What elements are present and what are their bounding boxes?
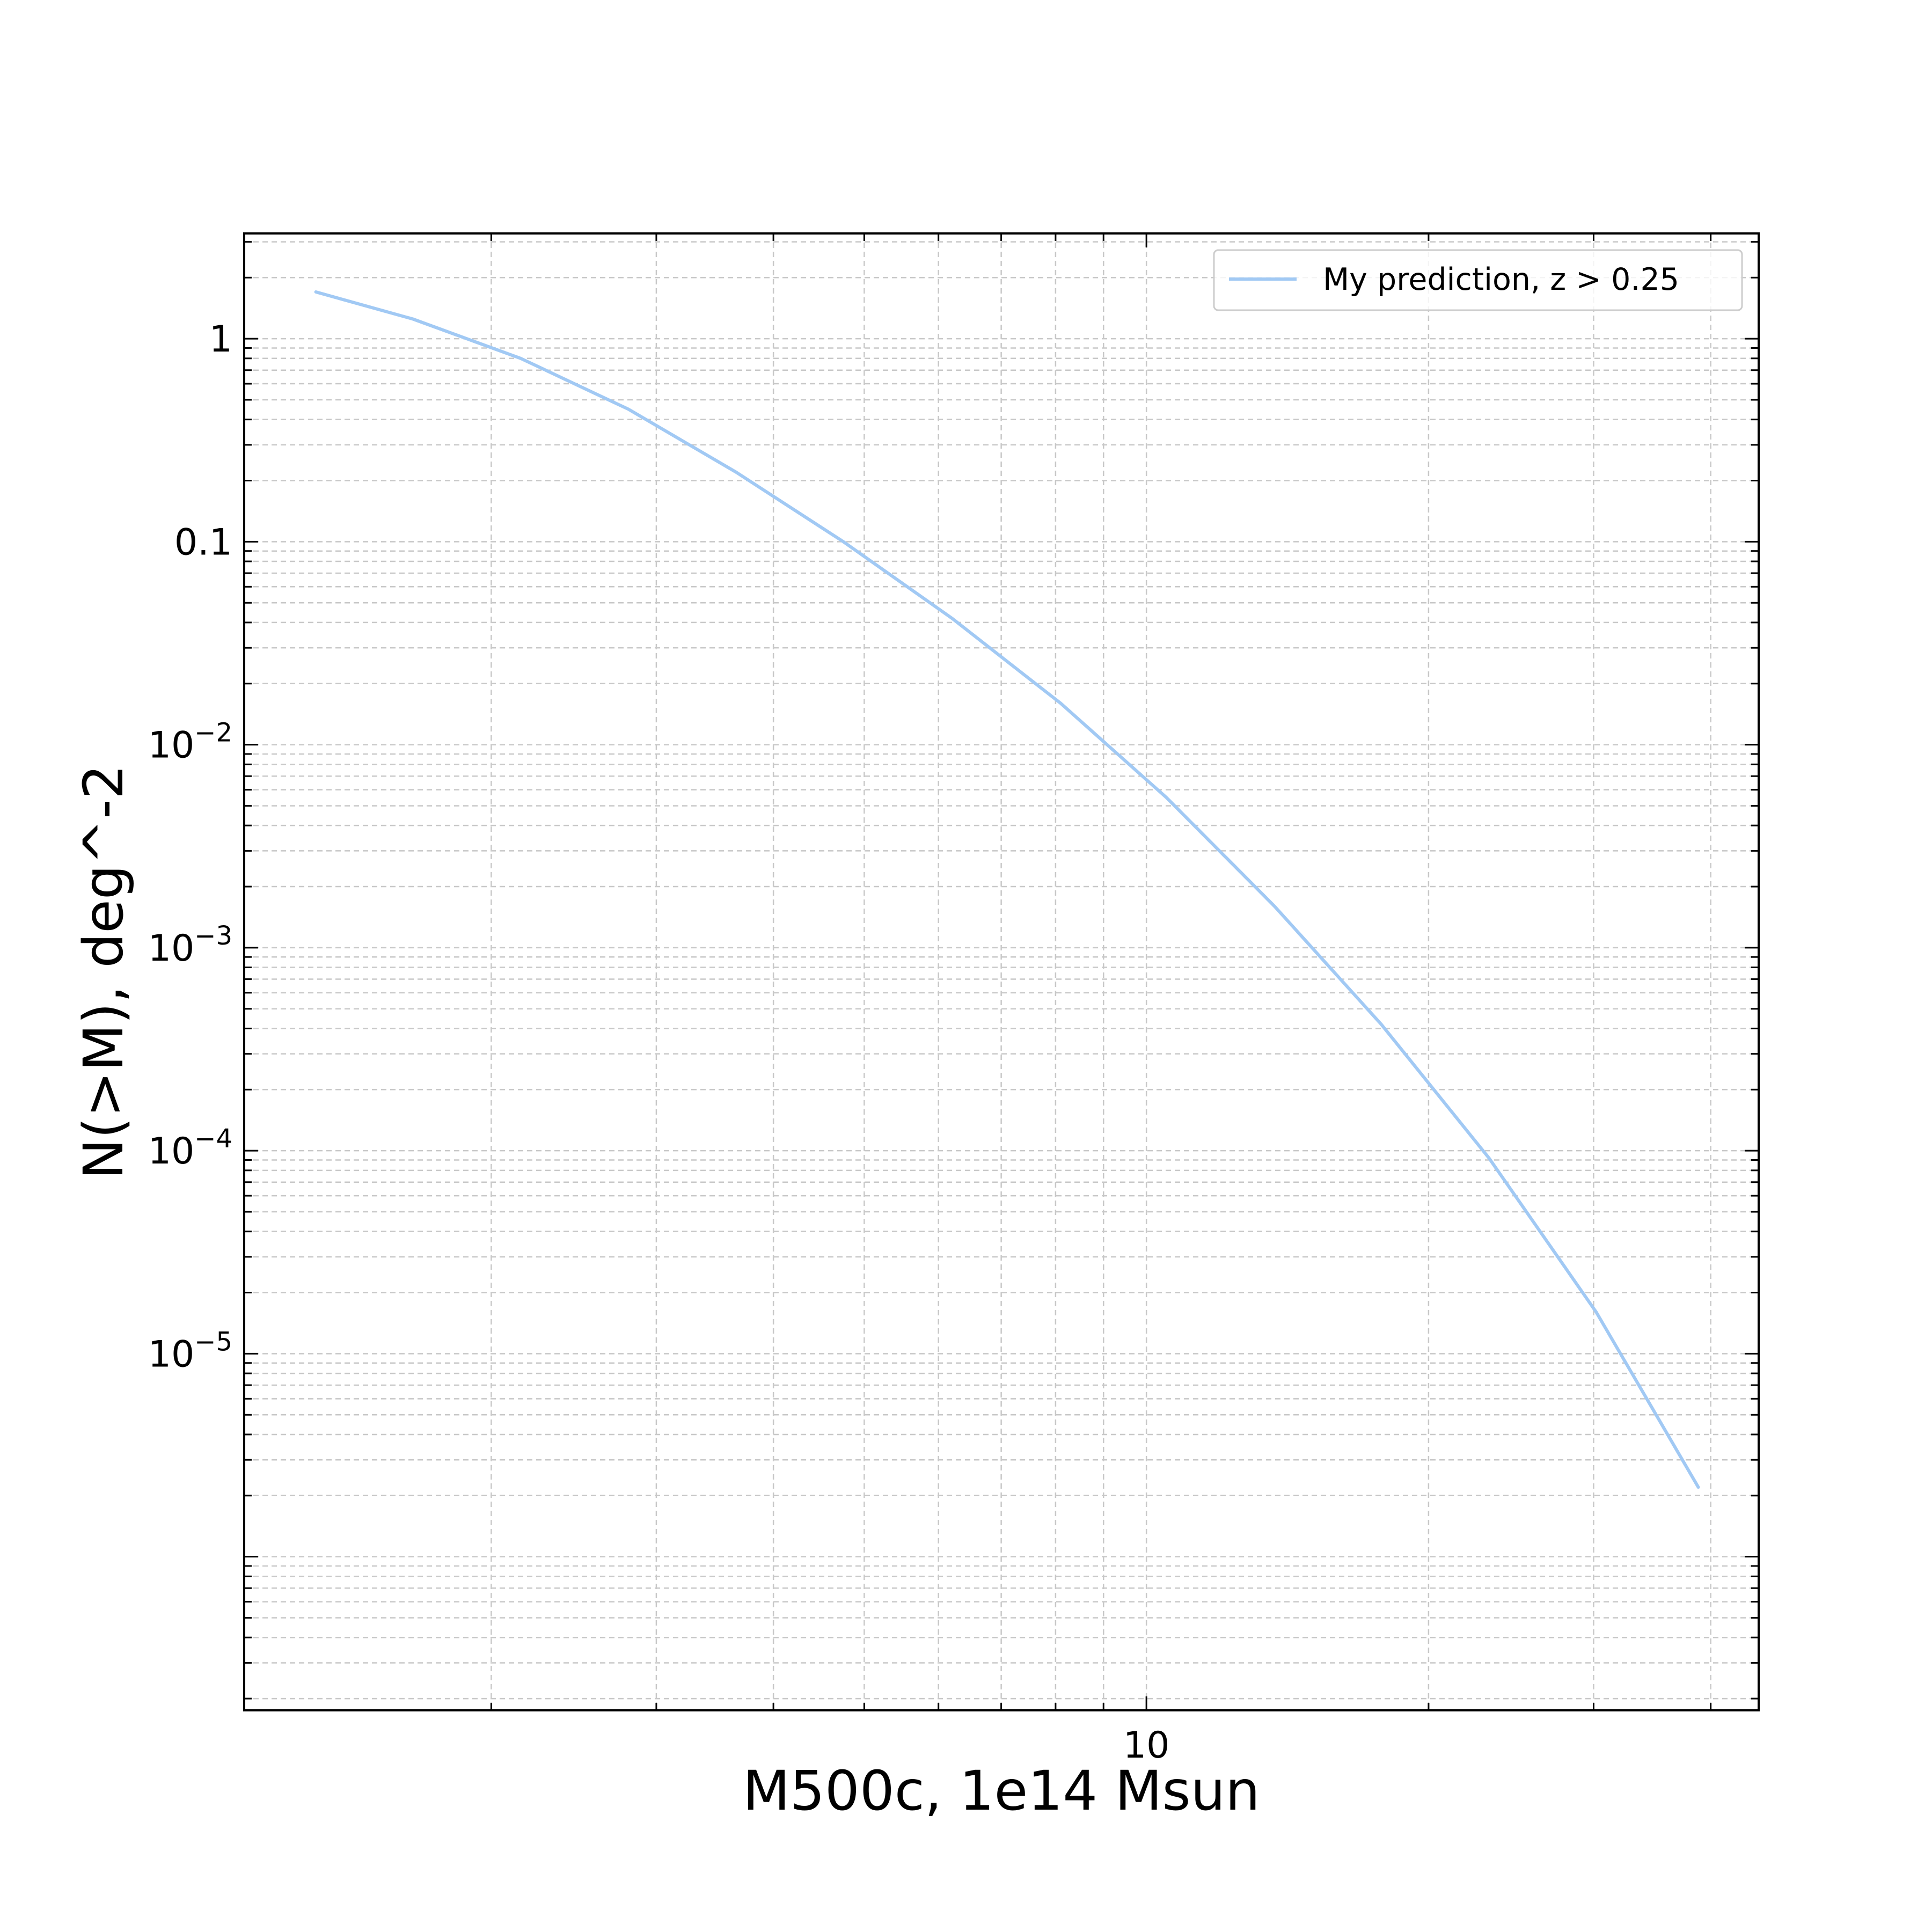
y-tick-label: 10−4: [148, 1124, 232, 1173]
legend-box: [1213, 249, 1743, 311]
y-tick-label: 0.1: [174, 521, 232, 564]
x-tick-label: 10: [1123, 1724, 1170, 1767]
series-layer: [314, 290, 1700, 1489]
legend: My prediction, z > 0.25: [1213, 249, 1743, 311]
y-tick-label: 10−2: [148, 718, 232, 767]
tick-labels: 10 1 0.1 10−2 10−3 10−4 10−5: [148, 318, 1170, 1767]
y-tick-label: 1: [209, 318, 232, 361]
series-line: [314, 290, 1700, 1489]
legend-label: My prediction, z > 0.25: [1323, 262, 1679, 297]
y-tick-label: 10−3: [148, 921, 232, 970]
axis-ticks: [244, 233, 1759, 1710]
x-axis-title: M500c, 1e14 Msun: [743, 1759, 1260, 1823]
plot-frame: [243, 232, 1760, 1711]
y-tick-label: 10−5: [148, 1327, 232, 1375]
y-axis-title: N(>M), deg^-2: [72, 764, 136, 1180]
grid: [244, 233, 1759, 1710]
